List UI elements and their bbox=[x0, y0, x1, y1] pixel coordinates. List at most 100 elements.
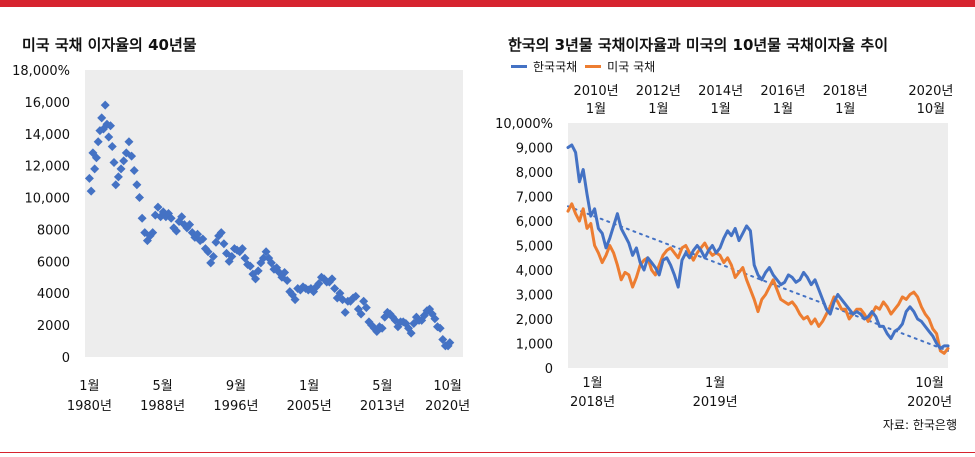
chart1-point bbox=[314, 279, 324, 289]
chart1-point bbox=[127, 151, 137, 161]
chart2-bottom-tick-year: 2018년 bbox=[570, 395, 615, 410]
chart2-top-tick-month: 1월 bbox=[835, 102, 855, 117]
chart1-point bbox=[153, 202, 163, 212]
chart1-point bbox=[148, 228, 158, 238]
chart2-y-tick-label: 2,000 bbox=[516, 313, 553, 328]
chart1-y-tick-label: 18,000% bbox=[12, 64, 70, 79]
chart1-point bbox=[219, 239, 229, 249]
chart1-point bbox=[129, 165, 139, 175]
chart1-y-tick-label: 12,000 bbox=[25, 160, 71, 175]
chart2-y-tick-label: 0 bbox=[545, 362, 553, 377]
chart2-top-tick-year: 2018년 bbox=[823, 84, 868, 99]
chart1-point bbox=[119, 156, 129, 166]
chart1-points bbox=[84, 100, 455, 351]
chart1-point bbox=[266, 258, 276, 268]
chart2-top-tick-year: 2014년 bbox=[698, 84, 743, 99]
chart1-point bbox=[237, 244, 247, 254]
chart1-point bbox=[203, 247, 213, 257]
chart1-point bbox=[132, 180, 142, 190]
chart1-point bbox=[113, 172, 123, 182]
chart1-y-tick-label: 14,000 bbox=[25, 128, 71, 143]
chart1-point bbox=[438, 334, 448, 344]
chart1-point bbox=[280, 267, 290, 277]
chart1-point bbox=[109, 157, 119, 167]
chart1-point bbox=[406, 328, 416, 338]
chart1-point bbox=[107, 142, 117, 152]
chart1-point bbox=[166, 213, 176, 223]
chart1-x-tick-year: 2013년 bbox=[360, 399, 405, 414]
chart2-top-tick-year: 2020년 bbox=[908, 84, 953, 99]
chart1-point bbox=[86, 186, 96, 196]
chart1-point bbox=[356, 309, 366, 319]
source-note: 자료: 한국은행 bbox=[882, 418, 957, 432]
chart1-point bbox=[206, 258, 216, 268]
chart1-x-tick-month: 1월 bbox=[79, 379, 99, 394]
chart1-point bbox=[330, 283, 340, 293]
chart1-y-unit: % bbox=[58, 64, 70, 79]
chart1-point bbox=[258, 253, 268, 263]
chart2-y-tick-label: 4,000 bbox=[516, 264, 553, 279]
chart1-point bbox=[211, 237, 221, 247]
chart2-trend-line bbox=[567, 205, 949, 352]
chart1-point bbox=[282, 275, 292, 285]
chart1-point bbox=[193, 229, 203, 239]
chart1-point bbox=[111, 180, 121, 190]
chart2-y-tick-label: 1,000 bbox=[516, 338, 553, 353]
chart1-point bbox=[105, 121, 115, 131]
legend-label-us: 미국 국채 bbox=[607, 60, 656, 74]
chart1-x-tick-month: 1월 bbox=[299, 379, 319, 394]
chart1-point bbox=[240, 253, 250, 263]
chart1-point bbox=[100, 100, 110, 110]
chart1-y-tick-label: 4000 bbox=[37, 287, 70, 302]
chart2-top-tick-month: 10월 bbox=[917, 102, 946, 117]
chart1-point bbox=[116, 164, 126, 174]
chart1-point bbox=[84, 173, 94, 183]
chart2-top-tick-month: 1월 bbox=[586, 102, 606, 117]
chart1-point bbox=[327, 274, 337, 284]
chart2-top-tick-year: 2010년 bbox=[574, 84, 619, 99]
chart1-point bbox=[90, 164, 100, 174]
chart1-point bbox=[97, 113, 107, 123]
chart2-bottom-tick-month: 1월 bbox=[705, 376, 725, 391]
chart1-point bbox=[198, 234, 208, 244]
chart2-y-tick-label: 6,000 bbox=[516, 215, 553, 230]
chart2-y-tick-label: 8,000 bbox=[516, 166, 553, 181]
legend-swatch-us bbox=[585, 65, 602, 68]
chart1-point bbox=[361, 303, 371, 313]
legend-label-korea: 한국국채 bbox=[533, 60, 578, 74]
chart1-point bbox=[104, 132, 114, 142]
chart1-point bbox=[95, 126, 105, 136]
chart1-plot-area bbox=[85, 70, 463, 357]
chart1-point bbox=[91, 153, 101, 163]
chart2-top-tick-month: 1월 bbox=[648, 102, 668, 117]
chart1-x-tick-year: 2020년 bbox=[425, 399, 470, 414]
chart2-y-tick-label: 7,000 bbox=[516, 191, 553, 206]
chart1-point bbox=[377, 323, 387, 333]
chart1-point bbox=[253, 266, 263, 276]
chart1-point bbox=[290, 295, 300, 305]
chart1-point bbox=[121, 148, 131, 158]
chart1-point bbox=[435, 323, 445, 333]
chart1-x-tick-month: 5월 bbox=[153, 379, 173, 394]
chart1-x-tick-year: 1996년 bbox=[213, 399, 258, 414]
chart2-series-korea-line bbox=[566, 143, 950, 350]
chart1-point bbox=[124, 137, 134, 147]
chart1-point bbox=[430, 314, 440, 324]
chart1-point bbox=[445, 338, 455, 348]
chart1-y-tick-label: 6000 bbox=[37, 255, 70, 270]
chart1-point bbox=[340, 307, 350, 317]
chart1-x-tick-year: 2005년 bbox=[287, 399, 332, 414]
chart1-y-tick-label: 16,000 bbox=[25, 96, 71, 111]
chart1-x-tick-month: 9월 bbox=[226, 379, 246, 394]
chart2-y-tick-label: 5,000 bbox=[516, 240, 553, 255]
bottom-rule bbox=[0, 452, 975, 453]
chart2-bottom-tick-month: 1월 bbox=[582, 376, 602, 391]
chart2-series-us-line bbox=[566, 202, 950, 355]
chart2-bottom-tick-year: 2020년 bbox=[907, 395, 952, 410]
chart1-point bbox=[93, 137, 103, 147]
top-accent-bar bbox=[0, 0, 975, 7]
chart1-point bbox=[137, 213, 147, 223]
chart1-x-tick-year: 1988년 bbox=[140, 399, 185, 414]
chart1-point bbox=[208, 252, 218, 262]
chart1-point bbox=[177, 212, 187, 222]
